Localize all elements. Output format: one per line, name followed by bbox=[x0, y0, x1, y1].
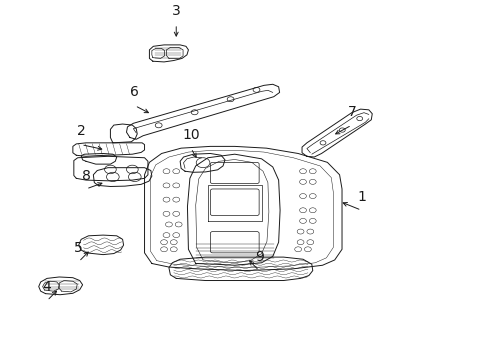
Text: 5: 5 bbox=[74, 241, 83, 255]
Text: 7: 7 bbox=[346, 105, 355, 119]
Text: 10: 10 bbox=[182, 128, 199, 142]
Text: 3: 3 bbox=[171, 4, 180, 18]
Text: 4: 4 bbox=[42, 280, 51, 294]
Text: 8: 8 bbox=[81, 168, 90, 183]
Text: 1: 1 bbox=[356, 190, 365, 204]
Text: 9: 9 bbox=[254, 250, 263, 264]
Text: 6: 6 bbox=[130, 85, 139, 99]
Text: 2: 2 bbox=[77, 124, 85, 138]
